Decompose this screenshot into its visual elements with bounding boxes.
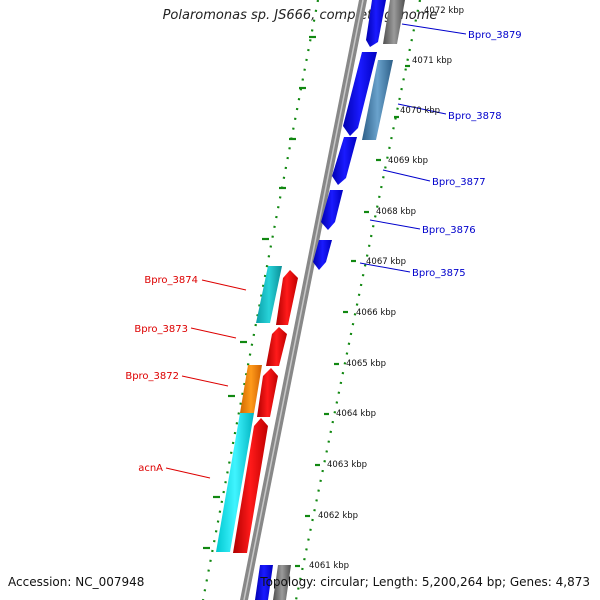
genes-value: 4,873	[555, 575, 590, 589]
tick-label-4063: 4063 kbp	[327, 460, 367, 470]
gene-arrow-bpro-3879[interactable]	[366, 0, 386, 47]
gene-arrow-bpro-3877[interactable]	[332, 137, 357, 185]
accession-label: Accession:	[8, 575, 72, 589]
topology-value: circular;	[320, 575, 369, 589]
genome-summary: Topology: circular; Length: 5,200,264 bp…	[260, 575, 590, 589]
forward-strand-genes	[216, 266, 298, 553]
map-title: Polaromonas sp. JS666, complete genome	[162, 8, 438, 23]
gene-label-bpro-3875[interactable]: Bpro_3875	[412, 268, 466, 279]
gene-arrow-bottom-gray[interactable]	[273, 565, 291, 600]
tick-label-4064: 4064 kbp	[336, 409, 376, 419]
tick-label-4061: 4061 kbp	[309, 561, 349, 571]
length-label: Length:	[372, 575, 419, 589]
gene-label-bpro-3879[interactable]: Bpro_3879	[468, 30, 522, 41]
tick-label-4068: 4068 kbp	[376, 207, 416, 217]
gene-label-bpro-3874[interactable]: Bpro_3874	[144, 275, 198, 286]
tick-label-4067: 4067 kbp	[366, 257, 406, 267]
length-value: 5,200,264 bp;	[421, 575, 507, 589]
outer-dotted-track	[201, 0, 320, 600]
gene-label-bpro-3873[interactable]: Bpro_3873	[134, 324, 188, 335]
genes-label: Genes:	[509, 575, 552, 589]
gene-label-bpro-3877[interactable]: Bpro_3877	[432, 177, 486, 188]
gene-arrow-bpro-3872-b[interactable]	[257, 368, 278, 417]
tick-label-4072: 4072 kbp	[424, 6, 464, 16]
tick-label-4069: 4069 kbp	[388, 156, 428, 166]
reverse-strand-genes	[255, 0, 405, 600]
gene-arrow-bpro-3874[interactable]	[256, 266, 282, 323]
left-callout-lines	[165, 279, 247, 479]
outer-track-dashes	[203, 35, 316, 550]
accession-info: Accession: NC_007948	[8, 575, 144, 589]
gene-arrow-bpro-3874-b[interactable]	[276, 270, 298, 325]
tick-label-4062: 4062 kbp	[318, 511, 358, 521]
gene-arrow-bpro-3872[interactable]	[240, 365, 262, 413]
gene-label-acna[interactable]: acnA	[138, 463, 163, 474]
gene-label-bpro-3872[interactable]: Bpro_3872	[125, 371, 179, 382]
right-callout-lines	[359, 23, 467, 273]
gene-label-bpro-3878[interactable]: Bpro_3878	[448, 111, 502, 122]
gene-arrow-bpro-3878[interactable]	[343, 52, 377, 136]
gene-arrow-bpro-3873[interactable]	[266, 327, 287, 366]
inner-dotted-track	[294, 0, 422, 600]
tick-label-4071: 4071 kbp	[412, 56, 452, 66]
gene-arrow-acna-b[interactable]	[233, 418, 268, 553]
tick-label-4070: 4070 kbp	[400, 106, 440, 116]
gene-arrow-bpro-3876[interactable]	[321, 190, 343, 230]
gene-arrow-bpro-3878-b[interactable]	[362, 60, 393, 140]
tick-label-4065: 4065 kbp	[346, 359, 386, 369]
gene-arrow-bpro-3879-b[interactable]	[383, 0, 405, 44]
inner-track-ticks	[295, 64, 410, 568]
topology-label: Topology:	[260, 575, 317, 589]
gene-arrow-bottom-blue[interactable]	[255, 565, 273, 600]
tick-label-4066: 4066 kbp	[356, 308, 396, 318]
gene-arrow-acna[interactable]	[216, 413, 254, 552]
gene-label-bpro-3876[interactable]: Bpro_3876	[422, 225, 476, 236]
gene-arrow-bpro-3875[interactable]	[313, 240, 332, 270]
accession-value: NC_007948	[75, 575, 145, 589]
